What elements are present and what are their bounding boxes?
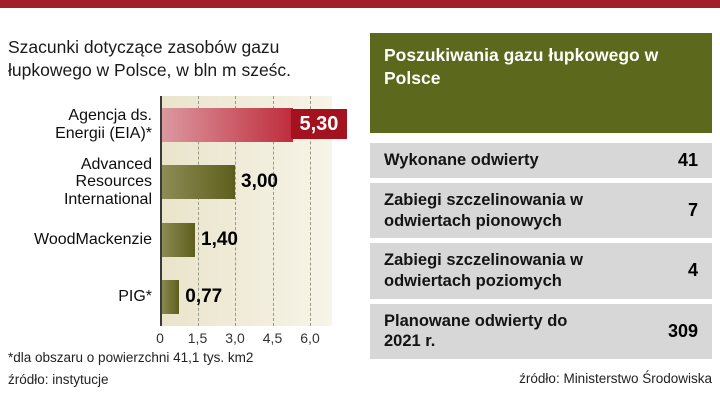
x-tick: 0 <box>156 330 164 346</box>
category-label-pig: PIG* <box>118 288 152 306</box>
top-accent-strip <box>0 0 720 8</box>
bar-woodmackenzie <box>160 222 195 257</box>
panel-title: Poszukiwania gazu łupkowego w Polsce <box>370 33 712 133</box>
bar-eia <box>160 107 293 142</box>
bar-pig <box>160 280 180 314</box>
row-value: 41 <box>677 150 698 170</box>
value-label-ari: 3,00 <box>241 171 278 192</box>
row-label: Wykonane odwierty <box>384 151 539 170</box>
table-row: Zabiegi szczelinowania w odwiertach pion… <box>370 183 712 239</box>
x-tick: 6,0 <box>300 330 320 346</box>
x-tick: 4,5 <box>262 330 283 346</box>
gridline <box>272 96 274 326</box>
shale-gas-estimates-chart: Szacunki dotyczące zasobów gazu łupkoweg… <box>0 8 362 405</box>
row-value: 4 <box>687 260 698 281</box>
bar-row-woodmackenzie: 1,40 <box>160 211 310 269</box>
value-label-woodmackenzie: 1,40 <box>201 228 238 250</box>
y-axis-line <box>160 96 162 326</box>
chart-footnote: *dla obszaru o powierzchni 41,1 tys. km2 <box>8 350 254 365</box>
panel-source: źródło: Ministerstwo Środowiska <box>519 370 712 386</box>
row-label: Planowane odwierty do 2021 r. <box>384 311 568 351</box>
plot-area: 5,30 3,00 1,40 0,77 <box>160 96 348 327</box>
x-tick: 3,0 <box>225 330 245 346</box>
x-tick: 1,5 <box>187 330 208 346</box>
bar-ari <box>160 165 235 199</box>
gridline <box>197 96 199 326</box>
row-label: Zabiegi szczelinowania w odwiertach pozi… <box>384 251 583 290</box>
value-label-pig: 0,77 <box>185 286 223 307</box>
table-row: Zabiegi szczelinowania w odwiertach pozi… <box>370 243 712 299</box>
category-label-eia: Agencja ds. Energii (EIA)* <box>55 107 152 142</box>
chart-source: źródło: instytucje <box>8 372 109 387</box>
table-row: Planowane odwierty do 2021 r. 309 <box>370 303 712 359</box>
category-label-ari: Advanced Resources International <box>63 155 152 209</box>
bar-row-eia: 5,30 <box>160 96 348 154</box>
row-value: 309 <box>667 320 698 341</box>
gridline <box>310 96 311 326</box>
bar-row-pig: 0,77 <box>160 269 310 327</box>
gridline <box>235 96 236 326</box>
row-value: 7 <box>687 200 698 221</box>
value-badge-eia: 5,30 <box>290 109 348 139</box>
chart-title: Szacunki dotyczące zasobów gazu łupkoweg… <box>8 37 292 81</box>
category-label-woodmackenzie: WoodMackenzie <box>34 230 152 248</box>
bar-row-ari: 3,00 <box>160 154 310 212</box>
row-label: Zabiegi szczelinowania w odwiertach pion… <box>384 191 583 230</box>
table-row: Wykonane odwierty 41 <box>370 143 712 178</box>
drilling-stats-panel: Poszukiwania gazu łupkowego w Polsce Wyk… <box>370 33 712 386</box>
